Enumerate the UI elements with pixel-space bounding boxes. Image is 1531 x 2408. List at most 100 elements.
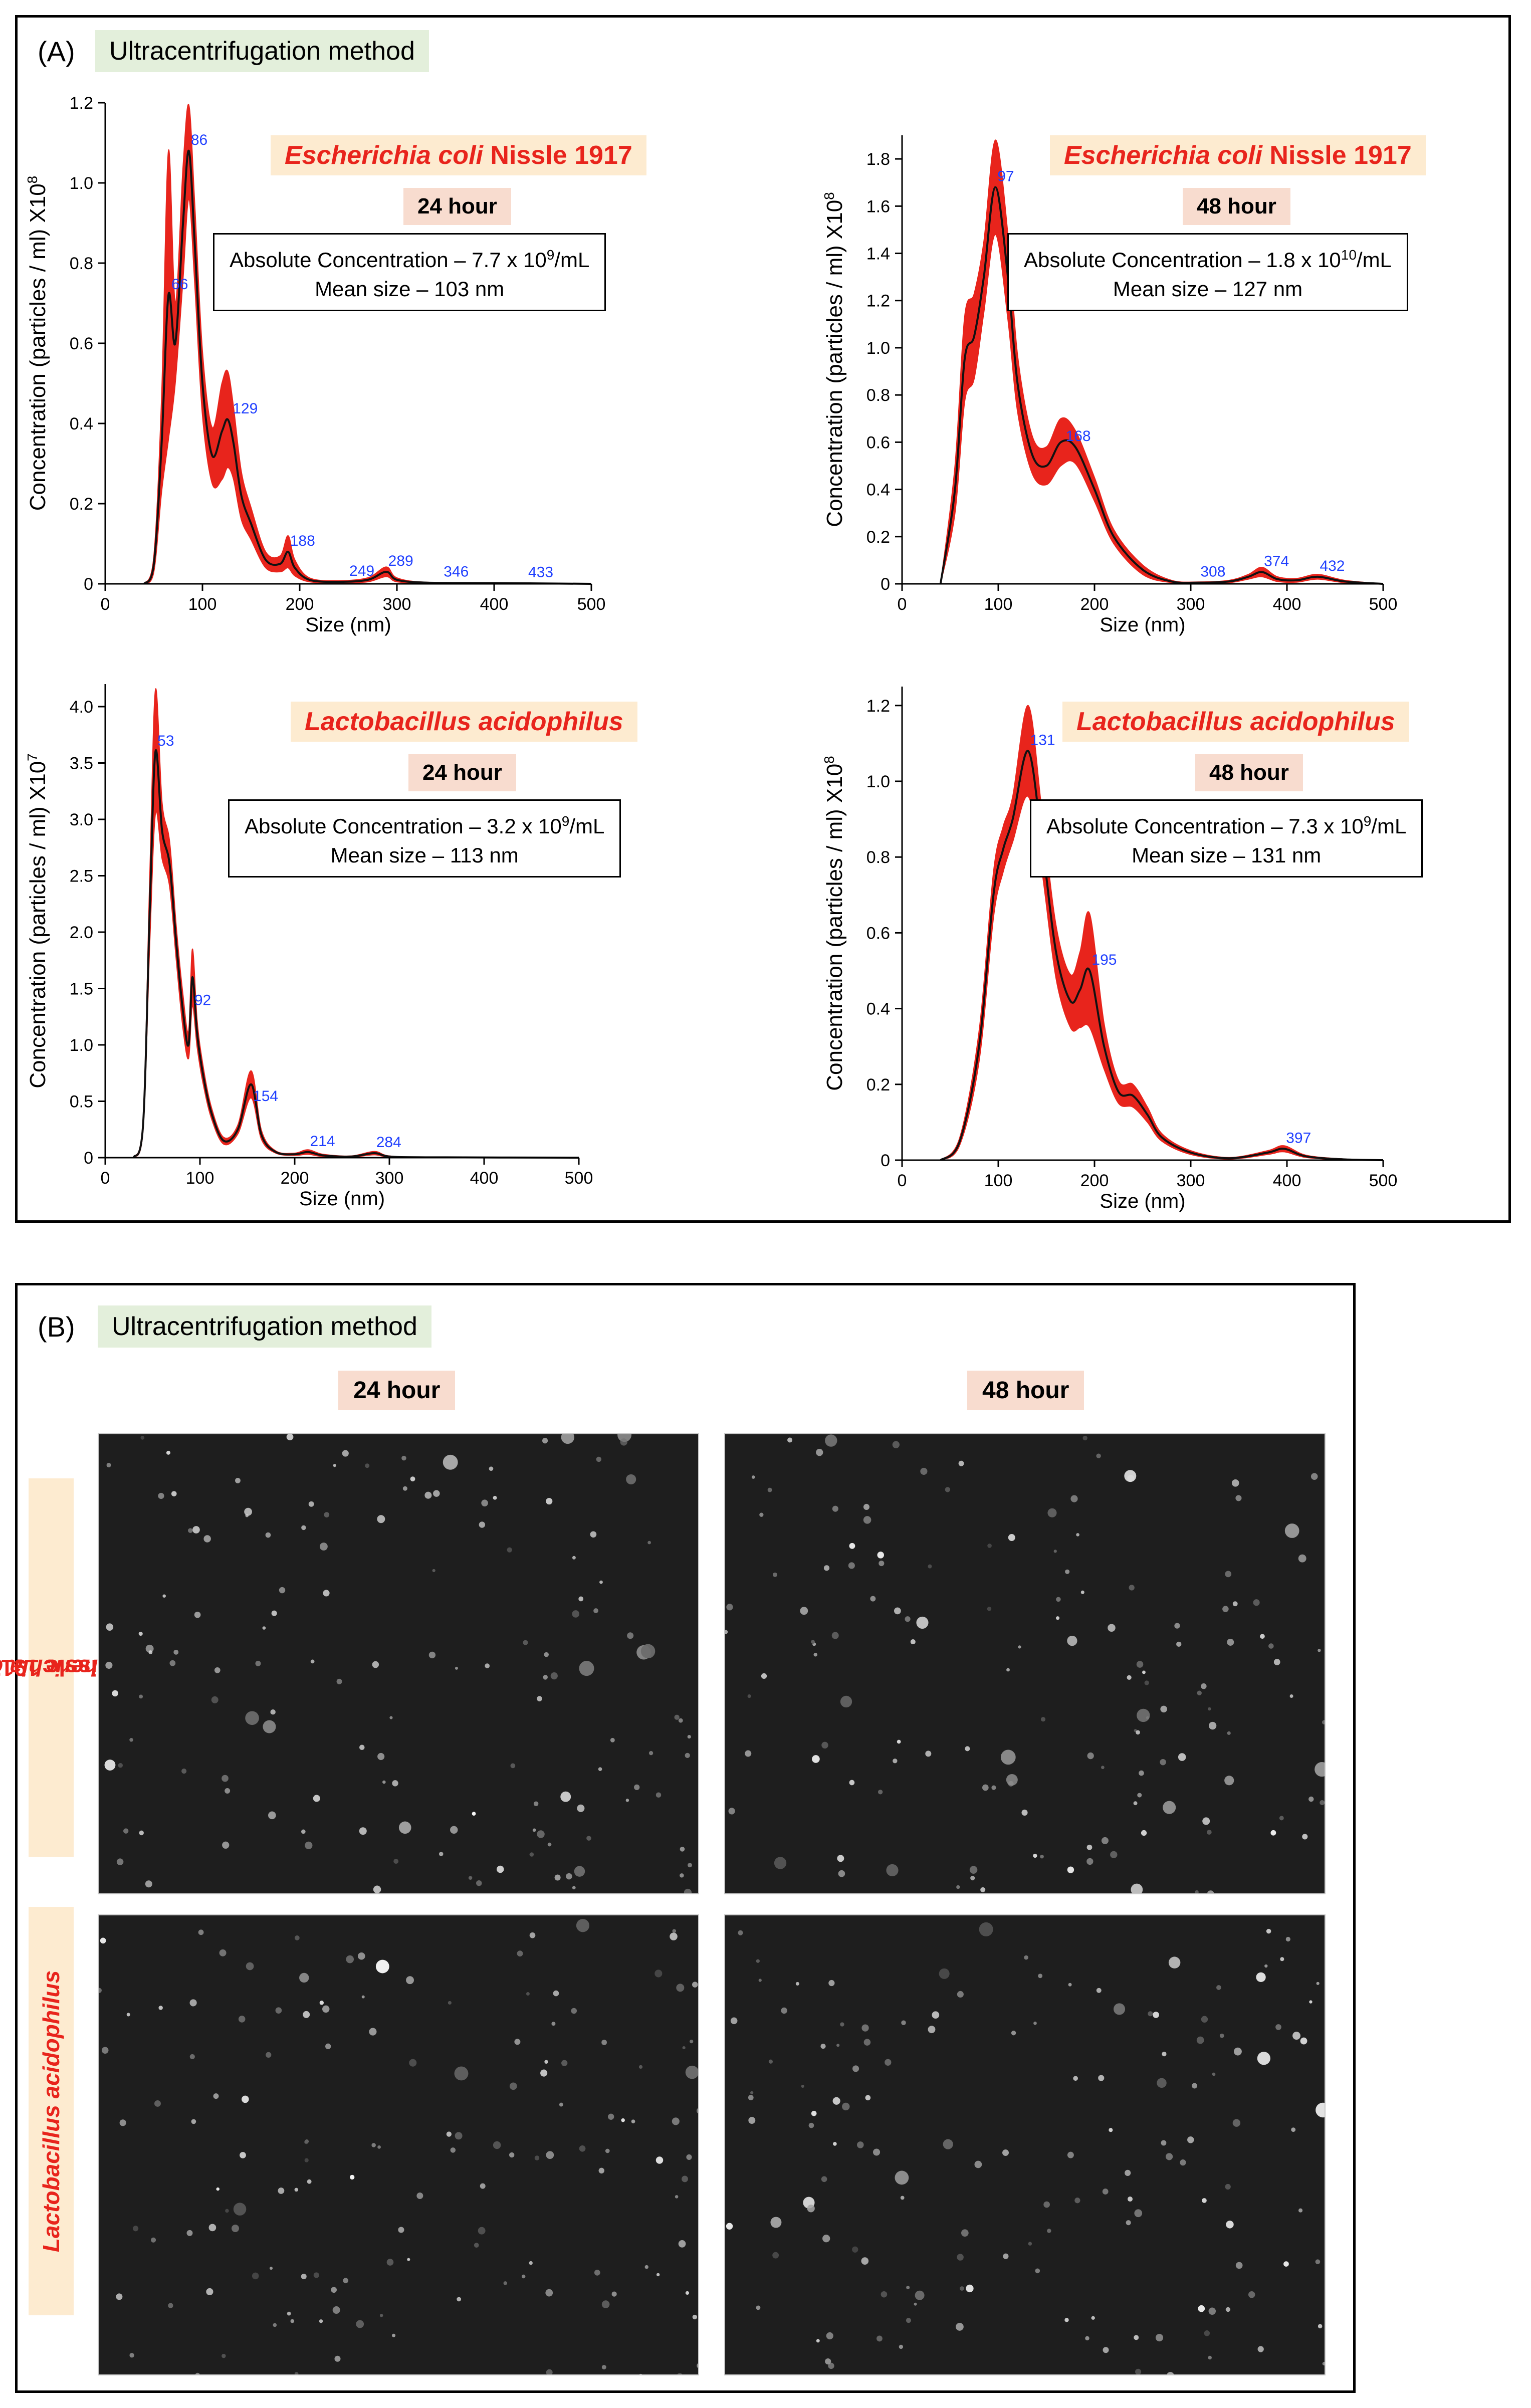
particle — [1000, 1749, 1016, 1765]
x-tick-label: 0 — [101, 595, 110, 614]
particle — [768, 2059, 773, 2064]
particle — [870, 1596, 876, 1602]
particle — [304, 2140, 309, 2144]
particle — [852, 2065, 859, 2072]
y-tick-label: 0.2 — [866, 528, 890, 547]
particle — [1134, 2335, 1139, 2340]
particle — [647, 1541, 651, 1545]
particle — [1136, 1730, 1140, 1735]
particle — [191, 2119, 196, 2124]
particle — [222, 1775, 229, 1782]
particle — [112, 1690, 118, 1697]
particle — [812, 1755, 820, 1763]
y-tick-label: 1.8 — [866, 150, 890, 169]
particle — [928, 1564, 932, 1569]
particle — [392, 1780, 398, 1787]
row-label-ecoli: Escherichia coli Nissle 1917 — [0, 1478, 139, 1857]
particle — [1291, 2127, 1296, 2132]
mean-line — [939, 186, 1384, 585]
particle — [480, 2183, 486, 2189]
particle — [1124, 1470, 1137, 1482]
particle — [690, 2039, 694, 2044]
particle — [443, 1454, 458, 1470]
particle — [561, 1434, 574, 1444]
particle — [655, 1792, 662, 1798]
particle — [377, 2145, 381, 2149]
particle — [833, 2142, 837, 2146]
particle — [822, 2235, 830, 2243]
particle — [1187, 2136, 1194, 2143]
particle — [825, 2358, 831, 2365]
particle — [406, 1976, 414, 1985]
particle — [359, 1744, 365, 1750]
particle — [532, 1828, 536, 1832]
particle — [1139, 1770, 1144, 1776]
particle — [392, 2333, 396, 2337]
particle — [787, 1437, 793, 1443]
particle — [240, 2152, 246, 2158]
particle — [266, 2052, 272, 2058]
particle — [861, 2024, 869, 2032]
mean-line — [132, 749, 579, 1159]
particle — [290, 2319, 295, 2323]
particle — [393, 1859, 399, 1864]
peak-label: 66 — [171, 276, 188, 293]
particle — [590, 1531, 597, 1538]
species-suffix: Nissle 1917 — [1269, 141, 1412, 170]
particle — [244, 1507, 252, 1516]
particle — [605, 2148, 610, 2153]
particle — [1316, 1982, 1320, 1985]
particle — [416, 2193, 423, 2199]
particle — [987, 1607, 992, 1611]
particle — [748, 2095, 754, 2100]
species-name: Lactobacillus acidophilus — [1076, 707, 1395, 736]
particle — [169, 1660, 176, 1666]
particle — [576, 1919, 590, 1932]
particle — [1065, 1569, 1070, 1574]
particle — [1127, 2197, 1133, 2202]
particle — [900, 2196, 905, 2200]
particle — [692, 2314, 698, 2320]
particle — [551, 2022, 556, 2026]
particle — [1162, 2051, 1167, 2057]
y-tick-label: 1.0 — [70, 1036, 93, 1055]
particle — [1316, 2102, 1325, 2118]
particle — [1033, 2021, 1037, 2025]
particle — [489, 1466, 494, 1471]
particle — [1114, 2003, 1126, 2015]
particle — [620, 1438, 627, 1446]
y-tick-label: 1.0 — [70, 174, 93, 193]
x-tick-label: 400 — [470, 1169, 499, 1188]
particle — [544, 1652, 549, 1657]
particle — [910, 1639, 916, 1645]
particle — [1298, 1554, 1306, 1563]
y-tick-label: 0 — [881, 575, 890, 594]
particle — [1068, 1983, 1072, 1987]
particle — [901, 2020, 906, 2025]
particle — [639, 2373, 642, 2374]
particle — [350, 2174, 355, 2180]
x-tick-label: 0 — [898, 1171, 907, 1190]
particle — [852, 2246, 858, 2253]
particle — [894, 1607, 901, 1615]
particle — [925, 1750, 932, 1757]
x-tick-label: 0 — [101, 1169, 110, 1188]
particle — [198, 1929, 204, 1935]
time-tag: 24 hour — [408, 754, 516, 791]
particle — [916, 1616, 929, 1629]
particle — [728, 1808, 735, 1815]
concentration-line: Absolute Concentration – 3.2 x 109/mL — [245, 813, 605, 838]
particle — [439, 1852, 444, 1856]
particle — [554, 1874, 561, 1881]
particle — [1047, 1508, 1057, 1517]
info-box: Absolute Concentration – 1.8 x 1010/mL M… — [1007, 233, 1408, 311]
row-label-lacto-text: Lactobacillus acidophilus — [38, 1970, 64, 2252]
particle — [457, 2297, 462, 2302]
particle — [1067, 1866, 1074, 1873]
particle — [105, 1661, 113, 1669]
particle — [877, 2335, 883, 2342]
info-box: Absolute Concentration – 7.7 x 109/mL Me… — [213, 233, 606, 311]
particle — [1202, 2198, 1207, 2203]
particle — [1235, 1495, 1242, 1501]
particle — [725, 1630, 728, 1634]
